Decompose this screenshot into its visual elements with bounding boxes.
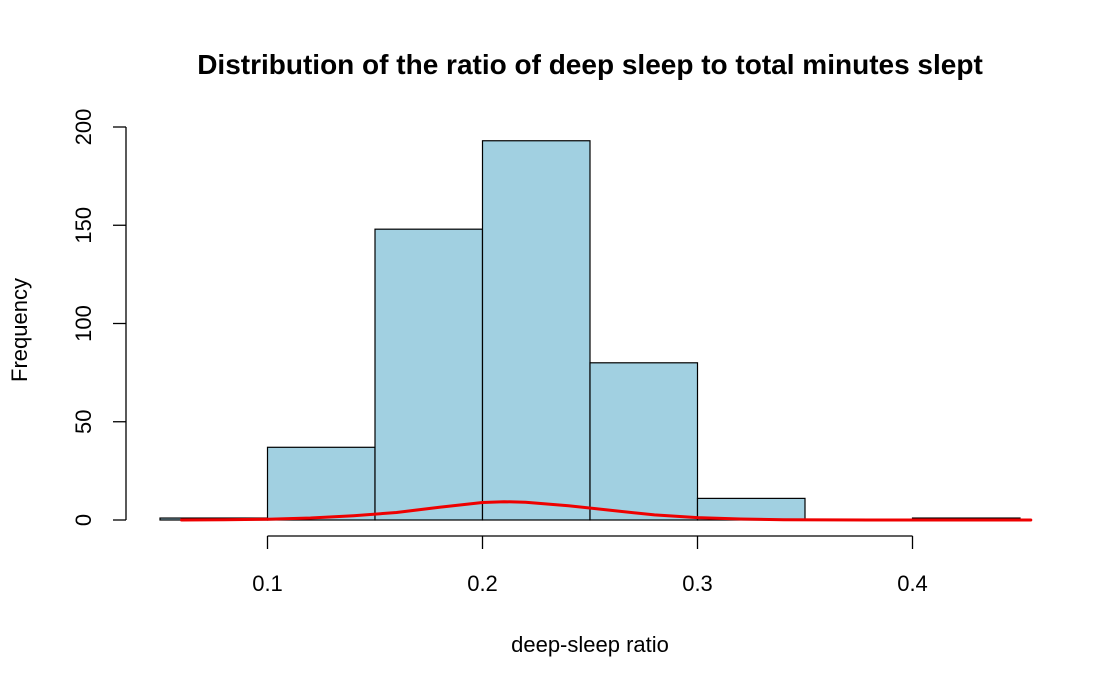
chart-title: Distribution of the ratio of deep sleep … bbox=[197, 49, 983, 80]
y-tick-label-3: 150 bbox=[71, 207, 96, 244]
y-tick-label-2: 100 bbox=[71, 305, 96, 342]
y-tick-label-1: 50 bbox=[71, 410, 96, 434]
x-tick-label-1: 0.2 bbox=[467, 571, 498, 596]
y-axis: 0 50 100 150 200 bbox=[71, 109, 127, 526]
x-tick-label-0: 0.1 bbox=[252, 571, 283, 596]
histogram-bar-3 bbox=[481, 140, 591, 521]
density-curve bbox=[180, 500, 1033, 522]
bars-layer bbox=[159, 140, 1021, 521]
density-curve-layer bbox=[180, 500, 1033, 522]
x-axis: 0.1 0.2 0.3 0.4 bbox=[252, 535, 928, 596]
histogram-bar-4 bbox=[589, 362, 699, 521]
x-axis-label: deep-sleep ratio bbox=[511, 632, 669, 657]
histogram-bar-2 bbox=[374, 228, 484, 521]
y-axis-label: Frequency bbox=[7, 278, 32, 382]
histogram-bar-1 bbox=[266, 446, 376, 521]
y-tick-label-0: 0 bbox=[71, 514, 96, 526]
x-tick-label-2: 0.3 bbox=[682, 571, 713, 596]
y-tick-label-4: 200 bbox=[71, 109, 96, 146]
x-tick-label-3: 0.4 bbox=[897, 571, 928, 596]
